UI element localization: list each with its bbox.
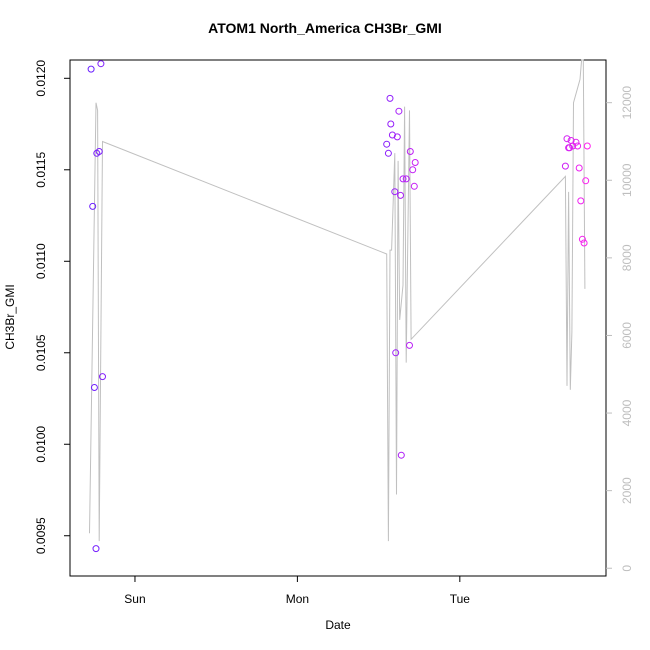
data-point [383, 140, 391, 148]
data-point [384, 149, 392, 157]
data-point [95, 148, 103, 155]
y-tick-label: 0.0100 [34, 426, 48, 463]
x-tick-label: Tue [450, 592, 471, 606]
data-point [99, 373, 106, 381]
y-tick-label: 0.0115 [34, 152, 48, 188]
data-point [578, 235, 586, 243]
y2-tick-label: 10000 [620, 163, 634, 197]
data-point [87, 65, 95, 73]
data-point [399, 175, 407, 183]
data-point [397, 451, 405, 459]
data-point [402, 175, 410, 183]
data-point [574, 142, 582, 150]
data-point [583, 142, 591, 150]
chart-title: ATOM1 North_America CH3Br_GMI [208, 20, 442, 36]
data-point [393, 133, 401, 141]
y-tick-label: 0.0120 [34, 60, 48, 97]
data-point [563, 135, 571, 143]
data-point [561, 162, 569, 170]
x-tick-label: Sun [124, 592, 145, 606]
data-point [409, 166, 417, 174]
y2-tick-label: 8000 [620, 244, 634, 271]
y2-tick-label: 2000 [620, 477, 634, 504]
y2-tick-label: 12000 [620, 86, 634, 120]
data-point [397, 191, 404, 199]
y2-tick-label: 4000 [620, 399, 634, 426]
data-point [392, 349, 400, 357]
x-axis-label: Date [325, 618, 351, 632]
data-point [580, 239, 588, 247]
data-point [575, 164, 583, 172]
y2-tick-label: 6000 [620, 322, 634, 349]
y-tick-label: 0.0095 [34, 517, 48, 554]
data-point [97, 60, 105, 68]
data-point [406, 148, 414, 155]
data-point [395, 107, 403, 115]
y-tick-label: 0.0105 [34, 334, 48, 371]
data-point [410, 182, 418, 190]
data-point [92, 545, 100, 553]
data-point [386, 94, 394, 102]
plot-frame [69, 59, 607, 577]
secondary-series-line [89, 59, 586, 542]
y-tick-label: 0.0110 [34, 243, 48, 279]
data-point [90, 384, 98, 391]
x-tick-label: Mon [286, 592, 309, 606]
data-point [391, 188, 399, 196]
data-point [577, 197, 585, 205]
y2-tick-label: 0 [620, 565, 634, 572]
data-point [572, 138, 580, 146]
data-point [411, 159, 419, 166]
data-point [89, 202, 97, 210]
data-point [406, 341, 413, 349]
data-point [582, 177, 590, 185]
data-point [387, 120, 395, 128]
